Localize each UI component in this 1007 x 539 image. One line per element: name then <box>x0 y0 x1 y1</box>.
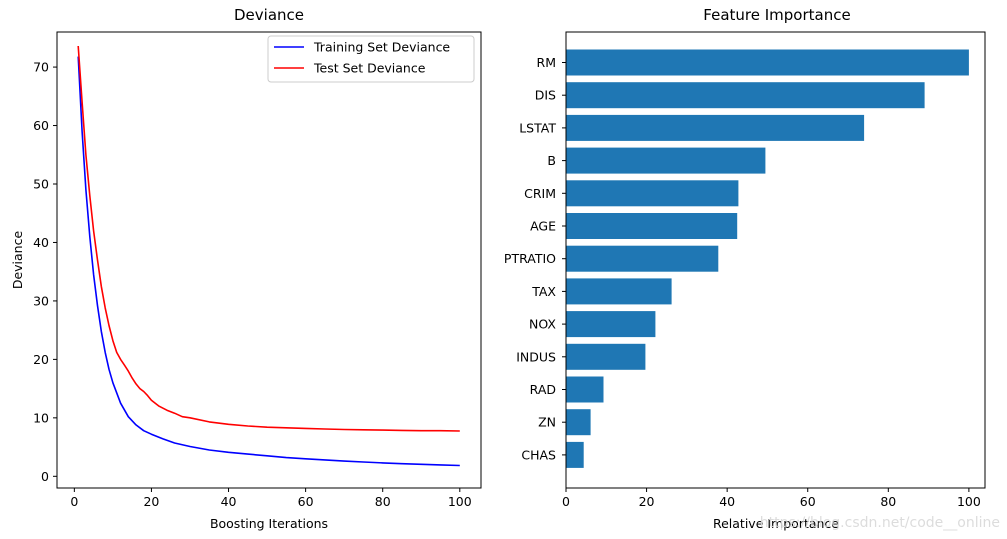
y-tick-label: 70 <box>33 60 49 75</box>
x-tick-label: 100 <box>448 494 472 509</box>
category-label-rad: RAD <box>530 382 556 397</box>
legend-label-test: Test Set Deviance <box>313 61 426 76</box>
x-tick-label: 0 <box>70 494 78 509</box>
deviance-x-axis-label: Boosting Iterations <box>210 516 328 531</box>
bar-dis <box>566 82 925 109</box>
x-tick-label: 0 <box>562 494 570 509</box>
y-tick-label: 0 <box>41 469 49 484</box>
series-line-training <box>77 56 460 467</box>
bar-age <box>566 213 738 239</box>
y-tick-label: 20 <box>33 352 49 367</box>
deviance-plot: Deviance 0 20 40 60 80 100 0 10 20 30 40 50 60 70 Bo… <box>10 6 482 531</box>
category-label-rm: RM <box>537 55 556 70</box>
feature-importance-x-axis-ticks: 0 20 40 60 80 100 <box>562 488 981 509</box>
bar-crim <box>566 180 739 207</box>
x-tick-label: 40 <box>719 494 735 509</box>
x-tick-label: 100 <box>957 494 981 509</box>
feature-importance-y-axis-ticks: RM DIS LSTAT B CRIM AGE PTRATIO TAX NOX INDUS RAD Z… <box>504 55 566 462</box>
category-label-dis: DIS <box>535 88 556 103</box>
category-label-nox: NOX <box>529 317 556 332</box>
deviance-x-axis-ticks: 0 20 40 60 80 100 <box>70 488 472 509</box>
bar-b <box>566 147 766 174</box>
deviance-legend: Training Set Deviance Test Set Deviance <box>267 35 475 83</box>
y-tick-label: 40 <box>33 235 49 250</box>
category-label-tax: TAX <box>531 284 556 299</box>
series-line-test <box>77 45 460 432</box>
x-tick-label: 20 <box>639 494 655 509</box>
category-label-age: AGE <box>530 219 556 234</box>
category-label-zn: ZN <box>538 415 556 430</box>
category-label-lstat: LSTAT <box>519 120 556 135</box>
deviance-y-axis-label: Deviance <box>10 231 25 290</box>
legend-label-training: Training Set Deviance <box>313 40 450 55</box>
category-label-indus: INDUS <box>516 349 556 364</box>
y-tick-label: 60 <box>33 118 49 133</box>
x-tick-label: 80 <box>880 494 896 509</box>
category-label-chas: CHAS <box>521 447 556 462</box>
category-label-ptratio: PTRATIO <box>504 251 556 266</box>
deviance-plot-frame <box>56 31 482 489</box>
y-tick-label: 10 <box>33 410 49 425</box>
x-tick-label: 40 <box>221 494 237 509</box>
bar-rm <box>566 49 969 76</box>
deviance-chart-title: Deviance <box>234 6 304 24</box>
bar-indus <box>566 343 646 370</box>
deviance-legend-box <box>267 35 475 83</box>
bar-ptratio <box>566 245 719 272</box>
feature-importance-title: Feature Importance <box>703 6 850 24</box>
bar-chas <box>566 441 584 468</box>
y-tick-label: 30 <box>33 293 49 308</box>
x-tick-label: 80 <box>375 494 391 509</box>
feature-importance-plot: Feature Importance 0 20 40 60 80 100 RM DIS LST… <box>504 6 986 531</box>
deviance-y-axis-ticks: 0 10 20 30 40 50 60 70 <box>33 60 57 484</box>
bar-tax <box>566 278 672 305</box>
category-label-b: B <box>547 153 556 168</box>
bar-lstat <box>566 114 865 141</box>
x-tick-label: 20 <box>143 494 159 509</box>
bar-nox <box>566 311 656 338</box>
watermark-text: https://blog.csdn.net/code__online <box>760 515 1000 531</box>
bar-rad <box>566 376 604 403</box>
category-label-crim: CRIM <box>524 186 556 201</box>
bar-zn <box>566 409 591 436</box>
feature-importance-x-axis-label: Relative Importance <box>713 516 839 531</box>
x-tick-label: 60 <box>800 494 816 509</box>
y-tick-label: 50 <box>33 177 49 192</box>
x-tick-label: 60 <box>298 494 314 509</box>
feature-importance-frame <box>565 31 986 489</box>
deviance-series-layer <box>77 45 460 467</box>
feature-importance-bars <box>566 49 969 468</box>
